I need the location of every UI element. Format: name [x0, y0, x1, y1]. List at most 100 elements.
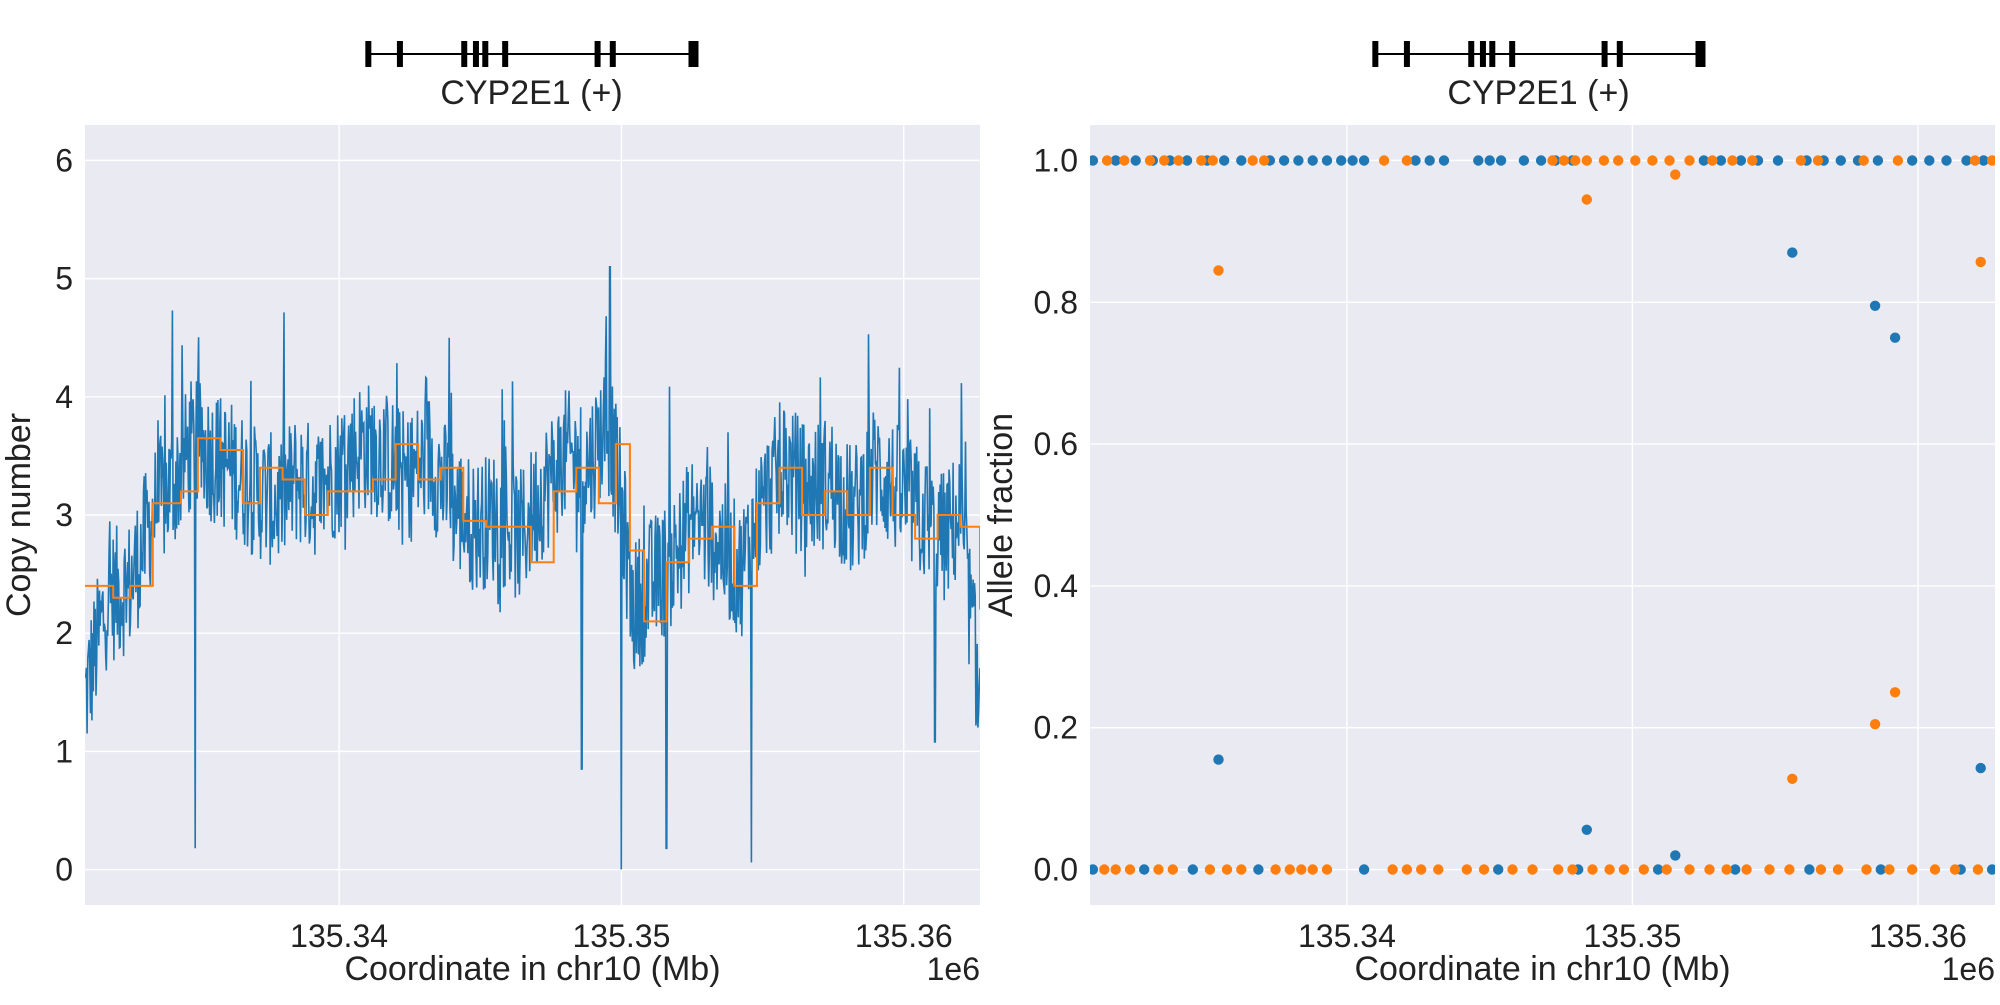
allele-point-orange: [1907, 864, 1918, 875]
x-offset-label: 1e6: [1942, 951, 1995, 987]
allele-point-orange: [1284, 864, 1296, 875]
gene-exon: [1479, 41, 1486, 67]
allele-point-blue: [1652, 864, 1664, 875]
allele-point-blue: [1336, 155, 1347, 166]
allele-point-blue: [1110, 155, 1121, 166]
allele-point-blue: [1438, 155, 1450, 166]
allele-point-orange: [1630, 155, 1641, 166]
allele-point-blue: [1907, 155, 1918, 166]
allele-point-orange: [1387, 864, 1398, 875]
allele-point-blue: [1941, 155, 1952, 166]
allele-point-orange: [1684, 864, 1695, 875]
allele-point-orange: [1949, 864, 1961, 875]
allele-point-orange: [1747, 155, 1758, 166]
allele-point-orange: [1721, 864, 1732, 875]
y-axis-label: Allele fraction: [982, 413, 1020, 617]
plot-area: [1090, 155, 1995, 875]
gene-exon: [472, 41, 479, 67]
allele-point-blue: [1358, 155, 1370, 166]
gene-exon: [1695, 41, 1706, 67]
allele-point-orange: [1270, 864, 1281, 875]
allele-point-blue: [1975, 762, 1986, 774]
allele-point-blue: [1358, 864, 1370, 875]
allele-point-orange: [1553, 864, 1564, 875]
allele-point-orange: [1704, 864, 1715, 875]
allele-point-orange: [1547, 155, 1558, 166]
allele-point-orange: [1173, 155, 1184, 166]
allele-point-blue: [1495, 155, 1507, 166]
allele-point-blue: [1278, 155, 1290, 166]
allele-point-blue: [1986, 864, 1995, 875]
allele-point-blue: [1219, 155, 1230, 166]
y-tick-label: 5: [55, 261, 73, 297]
allele-point-blue: [1493, 864, 1504, 875]
allele-point-blue: [1321, 155, 1333, 166]
copy-number-panel: 135.34 135.35 135.36 0 1 2 3 4 5 6 Coordinate in c…: [0, 41, 980, 988]
gene-exon: [1489, 41, 1496, 67]
y-tick-label: 6: [55, 142, 73, 178]
allele-point-blue: [1130, 155, 1141, 166]
gene-label: CYP2E1 (+): [440, 74, 622, 112]
gene-exon: [1468, 41, 1475, 67]
allele-point-blue: [1961, 155, 1972, 166]
allele-point-orange: [1213, 265, 1224, 276]
allele-point-orange: [1247, 155, 1258, 166]
allele-point-orange: [1929, 864, 1941, 875]
allele-point-orange: [1587, 864, 1598, 875]
gene-exon: [502, 41, 509, 67]
x-tick-label: 135.34: [290, 918, 388, 954]
allele-point-orange: [1795, 155, 1807, 166]
allele-point-blue: [1473, 155, 1484, 166]
allele-point-orange: [1110, 864, 1121, 875]
allele-point-orange: [1167, 864, 1179, 875]
allele-point-blue: [1090, 155, 1099, 166]
allele-point-orange: [1196, 155, 1207, 166]
allele-point-orange: [1099, 864, 1110, 875]
allele-point-orange: [1307, 864, 1318, 875]
allele-point-orange: [1647, 155, 1658, 166]
y-tick-label: 1: [55, 733, 73, 769]
allele-point-orange: [1101, 155, 1113, 166]
allele-point-orange: [1558, 155, 1570, 166]
y-tick-label: 0.2: [1034, 710, 1078, 746]
x-tick-label: 135.35: [572, 918, 670, 954]
allele-point-orange: [1707, 155, 1718, 166]
allele-point-blue: [1730, 864, 1741, 875]
allele-point-blue: [1715, 155, 1727, 166]
allele-point-blue: [1581, 824, 1593, 835]
allele-point-orange: [1401, 864, 1413, 875]
allele-point-orange: [1889, 687, 1901, 698]
allele-point-orange: [1478, 864, 1490, 875]
allele-point-blue: [1872, 155, 1884, 166]
allele-point-blue: [1772, 155, 1784, 166]
allele-point-orange: [1869, 719, 1881, 730]
allele-fraction-panel: 135.34 135.35 135.36 0.0 0.2 0.4 0.6 0.8 1.0 Coor…: [982, 41, 1995, 988]
copy-number-segment-line: [85, 437, 980, 623]
allele-point-blue: [1875, 864, 1887, 875]
allele-point-orange: [1969, 155, 1981, 166]
allele-point-orange: [1661, 864, 1672, 875]
allele-point-orange: [1604, 864, 1615, 875]
allele-point-orange: [1598, 155, 1610, 166]
y-tick-label: 0.6: [1034, 426, 1078, 462]
allele-point-orange: [1684, 155, 1695, 166]
allele-point-blue: [1236, 155, 1247, 166]
y-tick-label: 0.0: [1034, 852, 1078, 888]
gene-exon: [396, 41, 403, 67]
allele-point-orange: [1321, 864, 1333, 875]
allele-point-orange: [1832, 864, 1844, 875]
y-tick-label: 0.8: [1034, 284, 1078, 320]
allele-point-orange: [1613, 155, 1624, 166]
x-tick-label: 135.35: [1583, 918, 1681, 954]
allele-point-blue: [1424, 155, 1435, 166]
gene-exon: [461, 41, 468, 67]
allele-point-orange: [1144, 155, 1156, 166]
plot-area: [85, 265, 980, 870]
allele-point-orange: [1638, 864, 1650, 875]
copy-number-raw-line: [85, 265, 980, 870]
x-axis-label: Coordinate in chr10 (Mb): [344, 950, 720, 988]
allele-point-orange: [1207, 155, 1219, 166]
allele-point-orange: [1664, 155, 1675, 166]
allele-point-orange: [1581, 155, 1593, 166]
gene-exon: [594, 41, 601, 67]
